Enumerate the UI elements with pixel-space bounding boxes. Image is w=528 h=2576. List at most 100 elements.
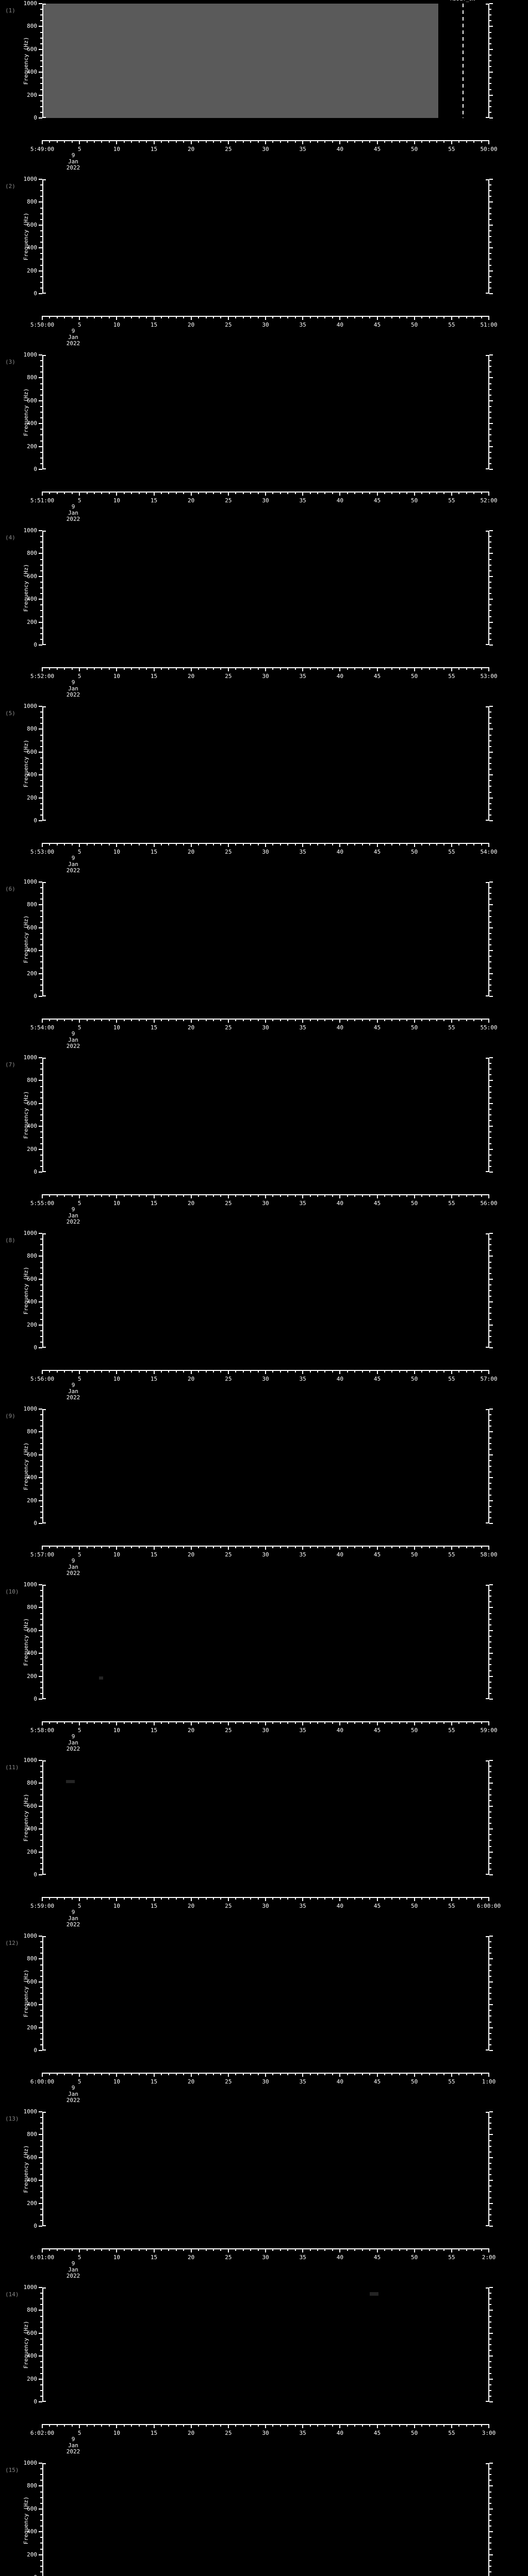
y-axis-title: Frequency (Hz) xyxy=(22,1266,29,1315)
x-tick-minor xyxy=(250,2424,251,2427)
x-tick-minor xyxy=(139,2073,140,2075)
x-tick-minor xyxy=(458,1019,459,1021)
spectrogram-image[interactable] xyxy=(42,2287,489,2402)
y-tick-minor-right xyxy=(489,2304,491,2305)
y-tick-major xyxy=(39,354,42,355)
x-tick-minor xyxy=(473,1194,474,1197)
spectrogram-panel[interactable]: (6) 0 200 400 600 800 1000 Frequency (Hz) 5:54:0… xyxy=(0,878,528,1054)
x-tick-minor xyxy=(213,2248,214,2251)
spectrogram-panel[interactable]: (4) 0 200 400 600 800 1000 Frequency (Hz) 5:52:0… xyxy=(0,527,528,703)
spectrogram-panel[interactable]: (5) 0 200 400 600 800 1000 Frequency (Hz) 5:53:0… xyxy=(0,703,528,878)
spectrogram-image[interactable] xyxy=(42,706,489,821)
x-tick-minor xyxy=(324,2073,325,2075)
spectrogram-image[interactable] xyxy=(42,1585,489,1699)
spectrogram-image[interactable] xyxy=(42,2112,489,2226)
y-axis-title: Frequency (Hz) xyxy=(22,1793,29,1842)
y-tick-minor xyxy=(40,463,42,464)
spectrogram-image[interactable] xyxy=(42,355,489,469)
spectrogram-image[interactable] xyxy=(42,179,489,294)
x-tick-minor xyxy=(458,2248,459,2251)
x-tick-label: 10 xyxy=(113,321,120,328)
x-tick-minor xyxy=(332,2073,333,2075)
y-axis-left-spine xyxy=(42,1233,43,1348)
x-tick-minor xyxy=(272,2424,273,2427)
spectrogram-panel[interactable]: (14) 0 200 400 600 800 1000 Frequency (Hz) 6:02:… xyxy=(0,2284,528,2460)
x-tick-label: 40 xyxy=(336,849,343,855)
spectrogram-image[interactable] xyxy=(42,1760,489,1875)
x-tick-major xyxy=(228,140,229,144)
spectrogram-image[interactable] xyxy=(42,1058,489,1172)
x-tick-major xyxy=(451,1194,452,1198)
y-tick-major-right xyxy=(489,1477,493,1478)
spectrogram-image[interactable] xyxy=(42,4,489,118)
axis-corner-cap xyxy=(486,1936,489,1937)
x-tick-minor xyxy=(139,1721,140,1724)
y-axis-right-spine xyxy=(488,179,489,294)
spectrogram-panel[interactable]: (9) 0 200 400 600 800 1000 Frequency (Hz) 5:57:0… xyxy=(0,1405,528,1581)
y-tick-label: 600 xyxy=(27,222,37,228)
x-tick-major xyxy=(116,492,117,496)
y-tick-minor xyxy=(40,786,42,787)
spectrogram-image[interactable] xyxy=(42,531,489,645)
y-tick-major-right xyxy=(489,354,493,355)
spectrogram-panel[interactable]: (10) 0 200 400 600 800 1000 Frequency (Hz) 5:58:… xyxy=(0,1581,528,1757)
spectrogram-panel[interactable]: (12) 0 200 400 600 800 1000 Frequency (Hz) 6:00:… xyxy=(0,1933,528,2108)
x-tick-minor xyxy=(310,140,311,143)
x-tick-minor xyxy=(347,2073,348,2075)
x-tick-minor xyxy=(235,1370,236,1372)
spectrogram-panel[interactable]: (8) 0 200 400 600 800 1000 Frequency (Hz) 5:56:0… xyxy=(0,1230,528,1405)
y-tick-major xyxy=(39,225,42,226)
spectrogram-panel[interactable]: (1) 0 200 400 600 800 1000 Frequency (Hz) 5:49:0… xyxy=(0,0,528,176)
x-tick-minor xyxy=(72,2248,73,2251)
spectrogram-image[interactable] xyxy=(42,1936,489,2050)
x-tick-minor xyxy=(57,2248,58,2251)
x-tick-major xyxy=(302,1897,303,1901)
y-tick-minor-right xyxy=(489,1449,491,1450)
x-tick-major xyxy=(154,843,155,847)
spectrogram-image[interactable] xyxy=(42,2463,489,2576)
spectrogram-image[interactable] xyxy=(42,1409,489,1523)
spectrogram-panel[interactable]: (13) 0 200 400 600 800 1000 Frequency (Hz) 6:01:… xyxy=(0,2108,528,2284)
y-tick-minor xyxy=(40,184,42,185)
y-tick-minor-right xyxy=(489,979,491,980)
spectrogram-panel[interactable]: (2) 0 200 400 600 800 1000 Frequency (Hz) 5:50:0… xyxy=(0,176,528,351)
x-tick-minor xyxy=(310,1019,311,1021)
spectrogram-panel[interactable]: (11) 0 200 400 600 800 1000 Frequency (Hz) 5:59:… xyxy=(0,1757,528,1933)
y-tick-minor xyxy=(40,1687,42,1688)
x-tick-minor xyxy=(124,2424,125,2427)
x-tick-minor xyxy=(287,316,288,318)
x-tick-minor xyxy=(443,1897,444,1900)
y-tick-minor-right xyxy=(489,2321,491,2323)
x-tick-major xyxy=(451,1546,452,1550)
spectrogram-panel[interactable]: (3) 0 200 400 600 800 1000 Frequency (Hz) 5:51:0… xyxy=(0,351,528,527)
x-tick-minor xyxy=(481,316,482,318)
spectrogram-panel[interactable]: (7) 0 200 400 600 800 1000 Frequency (Hz) 5:55:0… xyxy=(0,1054,528,1230)
x-tick-major xyxy=(302,2424,303,2428)
y-tick-minor xyxy=(40,536,42,537)
x-tick-label: 15 xyxy=(150,1727,158,1734)
x-tick-minor xyxy=(310,1897,311,1900)
y-tick-minor xyxy=(40,1307,42,1308)
y-tick-minor-right xyxy=(489,1471,491,1472)
y-tick-minor xyxy=(40,1624,42,1625)
y-tick-label: 200 xyxy=(27,794,37,801)
spectrogram-image[interactable] xyxy=(42,882,489,996)
x-tick-minor xyxy=(49,1194,50,1197)
spectrogram-image[interactable] xyxy=(42,1233,489,1348)
